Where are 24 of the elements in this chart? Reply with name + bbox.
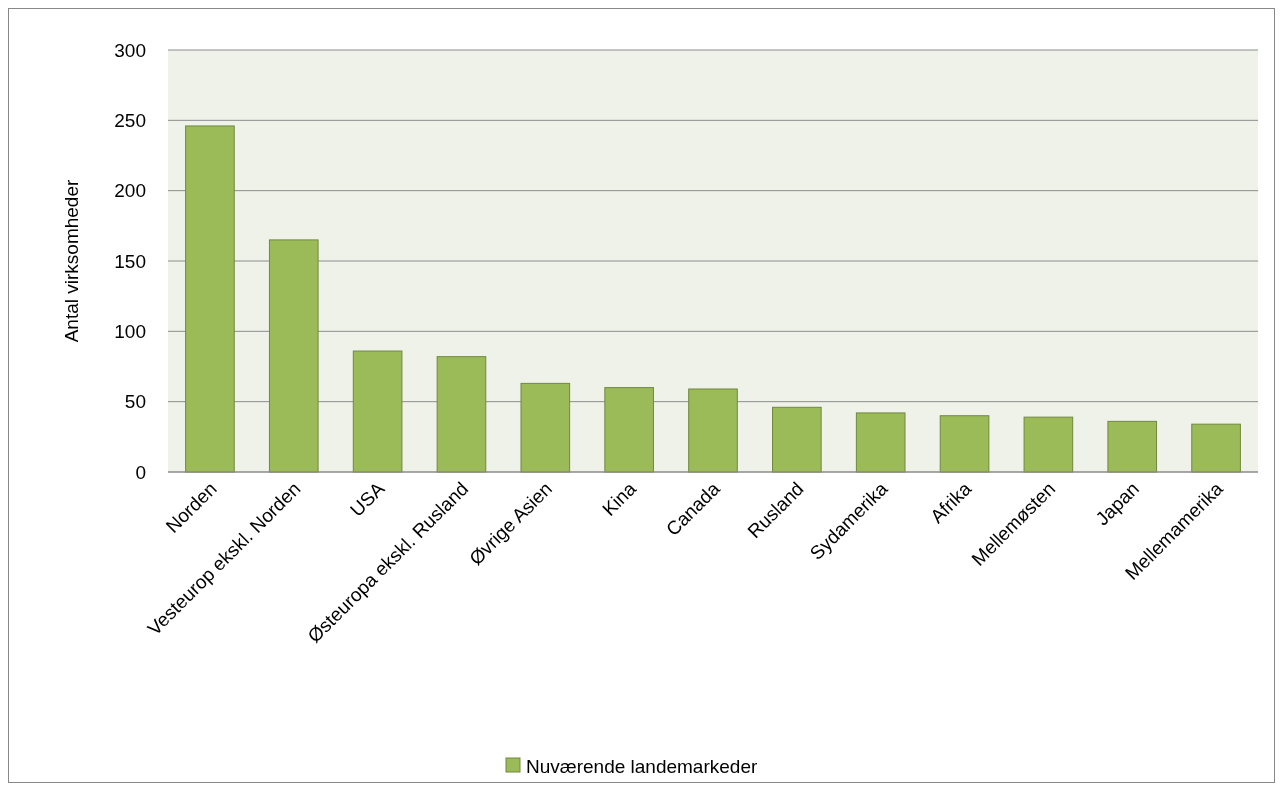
bar [185,125,235,473]
bar [688,388,738,473]
bar [939,415,990,473]
y-tick-label: 0 [135,461,146,483]
bar [1191,423,1241,473]
x-tick-label: Kina [598,477,641,520]
bar [436,356,487,473]
bar [520,382,571,473]
y-tick-label: 300 [114,39,146,61]
bar [352,350,403,473]
y-tick-label: 50 [124,391,146,413]
y-tick-label: 100 [114,320,146,342]
y-tick-label: 250 [114,109,146,131]
legend-label: Nuværende landemarkeder [526,755,758,777]
bar [855,412,906,473]
bar [772,406,822,473]
bar [604,387,654,473]
bar [1107,420,1158,473]
y-axis-title: Antal virksomheder [61,179,82,343]
y-tick-label: 200 [114,180,146,202]
x-tick-label: USA [345,477,389,521]
bar [268,239,319,473]
y-tick-label: 150 [114,250,146,272]
bar [1023,416,1074,473]
